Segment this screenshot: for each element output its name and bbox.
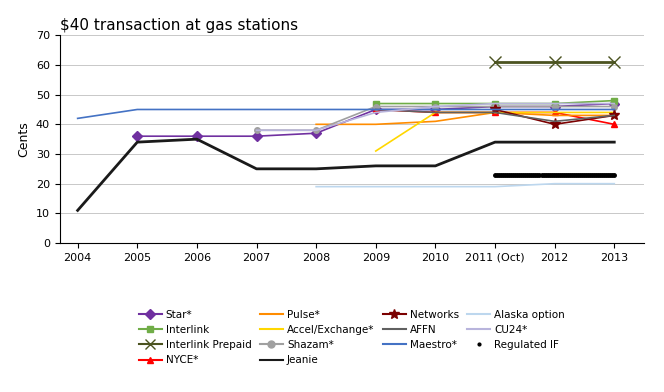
Legend: Star*, Interlink, Interlink Prepaid, NYCE*, Pulse*, Accel/Exchange*, Shazam*, Je: Star*, Interlink, Interlink Prepaid, NYC… xyxy=(135,307,568,368)
Text: $40 transaction at gas stations: $40 transaction at gas stations xyxy=(60,18,298,33)
Y-axis label: Cents: Cents xyxy=(17,121,31,157)
